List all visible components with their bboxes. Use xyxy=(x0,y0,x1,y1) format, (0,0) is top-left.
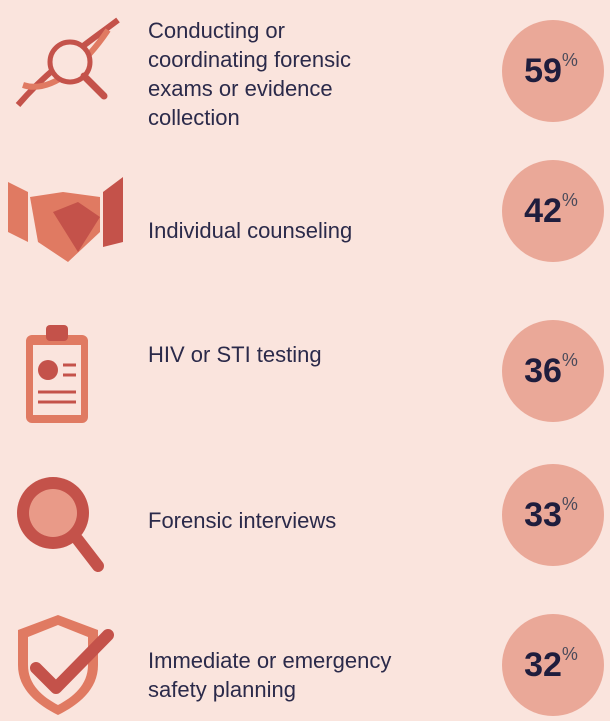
label-line: coordinating forensic xyxy=(148,47,352,72)
handshake-icon xyxy=(8,177,123,262)
unit: % xyxy=(561,494,578,514)
label-line: HIV or STI testing xyxy=(148,342,322,367)
dna-icon xyxy=(15,17,120,107)
label-line: Conducting or xyxy=(148,18,285,43)
value: 32 xyxy=(524,645,562,684)
item-label: Conducting or coordinating forensic exams … xyxy=(148,16,351,132)
unit: % xyxy=(561,190,578,210)
label-line: Immediate or emergency xyxy=(148,648,392,673)
value-circle: 42% xyxy=(502,160,604,262)
value: 33 xyxy=(524,495,562,534)
label-line: safety planning xyxy=(148,677,296,702)
label-line: Individual counseling xyxy=(148,218,353,243)
shield-icon xyxy=(18,615,114,715)
value-circle: 32% xyxy=(502,614,604,716)
unit: % xyxy=(561,350,578,370)
value: 59 xyxy=(524,51,562,90)
unit: % xyxy=(561,644,578,664)
value: 42 xyxy=(524,191,562,230)
label-line: Forensic interviews xyxy=(148,508,337,533)
value-circle: 59% xyxy=(502,20,604,122)
value: 36 xyxy=(524,351,562,390)
value-circle: 36% xyxy=(502,320,604,422)
magnifier-icon xyxy=(17,477,104,572)
clipboard-icon xyxy=(26,325,88,423)
item-label: Individual counseling xyxy=(148,216,352,245)
unit: % xyxy=(561,50,578,70)
label-line: exams or evidence xyxy=(148,76,333,101)
item-label: Immediate or emergency safety planning xyxy=(148,646,391,704)
label-line: collection xyxy=(148,105,240,130)
item-label: Forensic interviews xyxy=(148,506,336,535)
item-label: HIV or STI testing xyxy=(148,340,322,369)
value-circle: 33% xyxy=(502,464,604,566)
